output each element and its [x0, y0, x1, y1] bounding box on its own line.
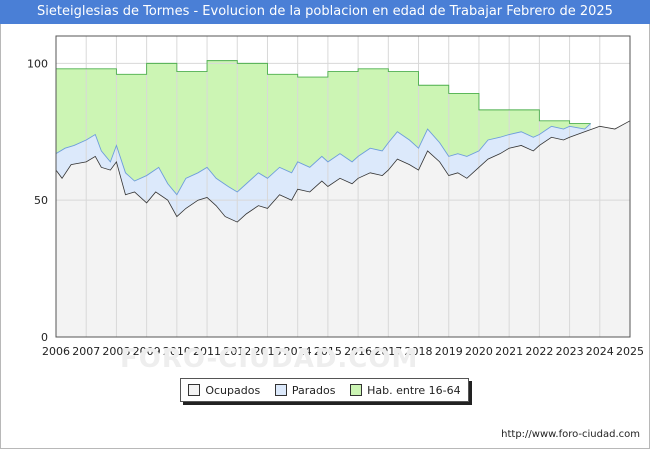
x-tick-label-2018: 2018 [405, 345, 433, 358]
area-ocupados [56, 120, 630, 337]
legend-swatch-parados [274, 384, 287, 396]
legend-label-parados: Parados [291, 383, 336, 397]
x-tick-label-2006: 2006 [42, 345, 70, 358]
x-tick-label-2023: 2023 [556, 345, 584, 358]
chart-title: Sieteiglesias de Tormes - Evolucion de l… [0, 0, 650, 24]
legend-label-ocupados: Ocupados [205, 383, 261, 397]
legend-item-ocupados: Ocupados [188, 384, 260, 397]
x-tick-label-2015: 2015 [314, 345, 342, 358]
plot-border [55, 35, 631, 338]
x-tick-label-2009: 2009 [133, 345, 161, 358]
legend-swatch-habitantes [350, 384, 363, 396]
y-tick-label-0: 0 [41, 331, 48, 344]
y-tick-label-100: 100 [27, 57, 48, 70]
x-tick-label-2011: 2011 [193, 345, 221, 358]
line-ocupados [55, 120, 631, 223]
x-tick-label-2017: 2017 [374, 345, 402, 358]
legend-swatch-ocupados [188, 384, 201, 396]
x-tick-label-2014: 2014 [284, 345, 312, 358]
legend-item-habitantes: Hab. entre 16-64 [350, 384, 461, 397]
y-tick-label-50: 50 [34, 194, 48, 207]
x-tick-label-2016: 2016 [344, 345, 372, 358]
x-tick-label-2012: 2012 [223, 345, 251, 358]
x-tick-label-2013: 2013 [253, 345, 281, 358]
watermark: FORO-CIUDAD.COM [120, 344, 419, 374]
chart-legend: Ocupados Parados Hab. entre 16-64 [180, 378, 469, 402]
x-tick-label-2021: 2021 [495, 345, 523, 358]
x-tick-label-2025: 2025 [616, 345, 644, 358]
x-tick-label-2007: 2007 [72, 345, 100, 358]
legend-label-habitantes: Hab. entre 16-64 [367, 383, 461, 397]
x-tick-label-2008: 2008 [102, 345, 130, 358]
legend-item-parados: Parados [274, 383, 336, 397]
source-url[interactable]: http://www.foro-ciudad.com [501, 429, 640, 440]
line-parados [55, 123, 592, 196]
x-tick-label-2019: 2019 [435, 345, 463, 358]
x-tick-label-2022: 2022 [525, 345, 553, 358]
x-tick-label-2010: 2010 [163, 345, 191, 358]
x-tick-label-2020: 2020 [465, 345, 493, 358]
line-hab-16-64 [56, 60, 591, 125]
x-tick-label-2024: 2024 [586, 345, 614, 358]
